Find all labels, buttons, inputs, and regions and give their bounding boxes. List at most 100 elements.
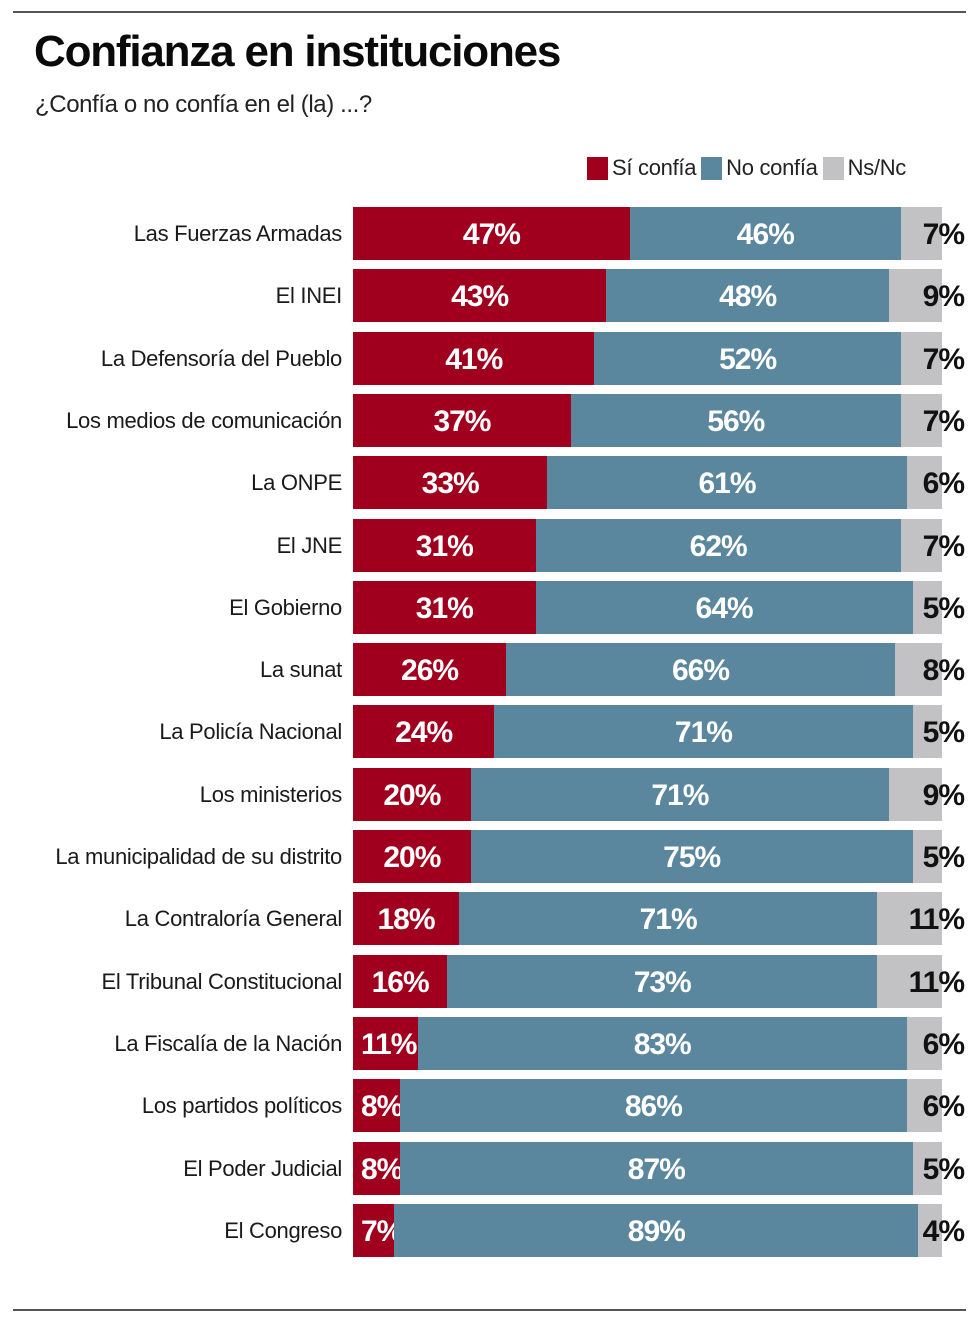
value-label-si-la-municipalidad-de-su-distrito: 20% [383, 841, 441, 874]
value-label-no-el-congreso: 89% [627, 1215, 686, 1248]
category-label-la-onpe: La ONPE [251, 470, 342, 495]
value-label-si-la-fiscalia-de-la-nacion: 11% [361, 1028, 417, 1061]
value-label-ns-el-congreso: 4% [922, 1215, 965, 1248]
value-label-no-la-municipalidad-de-su-distrito: 75% [663, 841, 721, 874]
bar-no-el-congreso [394, 1204, 919, 1257]
value-label-si-los-ministerios: 20% [383, 779, 441, 812]
bar-si-las-fuerzas-armadas [353, 207, 630, 260]
value-label-si-la-contraloria-general: 18% [377, 903, 435, 936]
category-label-los-partidos-politicos: Los partidos políticos [141, 1093, 342, 1118]
bar-si-el-jne [353, 519, 536, 572]
bar-si-el-poder-judicial [353, 1142, 401, 1195]
bar-si-los-ministerios [353, 768, 471, 821]
category-label-la-fiscalia-de-la-nacion: La Fiscalía de la Nación [114, 1031, 342, 1056]
value-label-no-la-defensoria-del-pueblo: 52% [719, 343, 777, 376]
value-label-ns-los-ministerios: 9% [922, 779, 965, 812]
bar-ns-los-partidos-politicos [906, 1079, 942, 1132]
bar-ns-los-medios-de-comunicacion [900, 394, 942, 447]
top-rule [13, 11, 966, 13]
value-label-ns-la-onpe: 6% [922, 467, 965, 500]
value-label-si-el-inei: 43% [451, 280, 509, 313]
bar-ns-las-fuerzas-armadas [900, 207, 942, 260]
bar-si-el-tribunal-constitucional [353, 955, 448, 1008]
bar-ns-la-contraloria-general [877, 892, 942, 945]
bar-ns-el-jne [900, 519, 942, 572]
bar-ns-el-tribunal-constitucional [877, 955, 942, 1008]
bar-ns-la-defensoria-del-pueblo [900, 332, 942, 385]
bar-no-la-sunat [506, 643, 895, 696]
category-label-la-contraloria-general: La Contraloría General [124, 906, 343, 931]
category-label-la-policia-nacional: La Policía Nacional [159, 719, 342, 744]
value-label-ns-el-inei: 9% [922, 280, 965, 313]
bar-no-la-fiscalia-de-la-nacion [417, 1017, 907, 1070]
value-label-ns-los-medios-de-comunicacion: 7% [922, 405, 965, 438]
category-label-la-defensoria-del-pueblo: La Defensoría del Pueblo [100, 346, 342, 371]
bar-ns-la-policia-nacional [912, 705, 942, 758]
value-label-si-las-fuerzas-armadas: 47% [462, 218, 521, 251]
value-label-si-los-medios-de-comunicacion: 37% [433, 405, 491, 438]
bar-no-la-defensoria-del-pueblo [594, 332, 901, 385]
value-label-no-el-gobierno: 64% [695, 592, 754, 625]
legend-swatch-si-confia [587, 156, 608, 180]
value-label-ns-la-fiscalia-de-la-nacion: 6% [922, 1028, 965, 1061]
value-label-ns-la-policia-nacional: 5% [922, 716, 965, 749]
chart-title: Confianza en instituciones [34, 27, 561, 76]
bar-si-el-inei [353, 269, 607, 322]
value-label-si-los-partidos-politicos: 8% [361, 1090, 403, 1123]
value-label-no-las-fuerzas-armadas: 46% [736, 218, 795, 251]
value-label-ns-el-jne: 7% [922, 530, 965, 563]
bar-ns-el-congreso [918, 1204, 942, 1257]
value-label-ns-las-fuerzas-armadas: 7% [922, 218, 965, 251]
category-label-la-sunat: La sunat [259, 657, 342, 682]
value-label-si-la-defensoria-del-pueblo: 41% [445, 343, 503, 376]
bar-no-el-tribunal-constitucional [447, 955, 878, 1008]
bar-no-la-contraloria-general [459, 892, 878, 945]
bar-no-los-partidos-politicos [400, 1079, 907, 1132]
bar-si-los-medios-de-comunicacion [353, 394, 571, 447]
value-label-no-la-onpe: 61% [698, 467, 756, 500]
category-label-el-congreso: El Congreso [224, 1218, 342, 1243]
value-label-ns-la-sunat: 8% [922, 654, 965, 687]
category-label-el-inei: El INEI [275, 283, 343, 308]
legend-swatch-ns-nc [822, 156, 844, 180]
legend-item-no-confia: No confía [701, 155, 818, 181]
category-label-el-tribunal-constitucional: El Tribunal Constitucional [101, 969, 343, 994]
bar-ns-el-poder-judicial [912, 1142, 942, 1195]
value-label-si-el-tribunal-constitucional: 16% [371, 966, 430, 999]
value-label-no-la-contraloria-general: 71% [639, 903, 698, 936]
value-label-no-la-sunat: 66% [671, 654, 730, 687]
bar-ns-los-ministerios [888, 768, 942, 821]
value-label-ns-el-gobierno: 5% [922, 592, 965, 625]
bar-ns-la-onpe [906, 456, 942, 509]
legend-item-ns-nc: Ns/Nc [822, 155, 907, 181]
value-label-si-el-jne: 31% [415, 530, 474, 563]
bar-no-la-policia-nacional [494, 705, 913, 758]
value-label-si-la-sunat: 26% [401, 654, 459, 687]
bar-ns-la-fiscalia-de-la-nacion [906, 1017, 942, 1070]
bar-si-la-sunat [353, 643, 507, 696]
value-label-no-los-ministerios: 71% [651, 779, 709, 812]
chart-subtitle: ¿Confía o no confía en el (la) ...? [35, 91, 372, 118]
value-label-si-la-policia-nacional: 24% [395, 716, 453, 749]
category-label-los-ministerios: Los ministerios [199, 782, 343, 807]
value-label-no-el-jne: 62% [689, 530, 748, 563]
bar-ns-el-inei [888, 269, 942, 322]
value-label-si-la-onpe: 33% [421, 467, 480, 500]
bar-si-la-defensoria-del-pueblo [353, 332, 595, 385]
bar-si-la-policia-nacional [353, 705, 495, 758]
bar-si-la-onpe [353, 456, 548, 509]
legend-label-si-confia: Sí confía [612, 155, 697, 180]
bar-no-la-onpe [547, 456, 907, 509]
bar-no-los-ministerios [470, 768, 889, 821]
category-label-el-gobierno: El Gobierno [229, 595, 342, 620]
bar-ns-el-gobierno [912, 581, 942, 634]
legend: Sí confía No confía Ns/Nc [587, 155, 911, 181]
bar-no-las-fuerzas-armadas [629, 207, 901, 260]
legend-label-ns-nc: Ns/Nc [847, 155, 907, 180]
category-label-los-medios-de-comunicacion: Los medios de comunicación [66, 408, 342, 433]
value-label-ns-la-municipalidad-de-su-distrito: 5% [922, 841, 965, 874]
bar-no-el-gobierno [535, 581, 913, 634]
bar-si-la-fiscalia-de-la-nacion [353, 1017, 418, 1070]
value-label-no-los-partidos-politicos: 86% [624, 1090, 683, 1123]
